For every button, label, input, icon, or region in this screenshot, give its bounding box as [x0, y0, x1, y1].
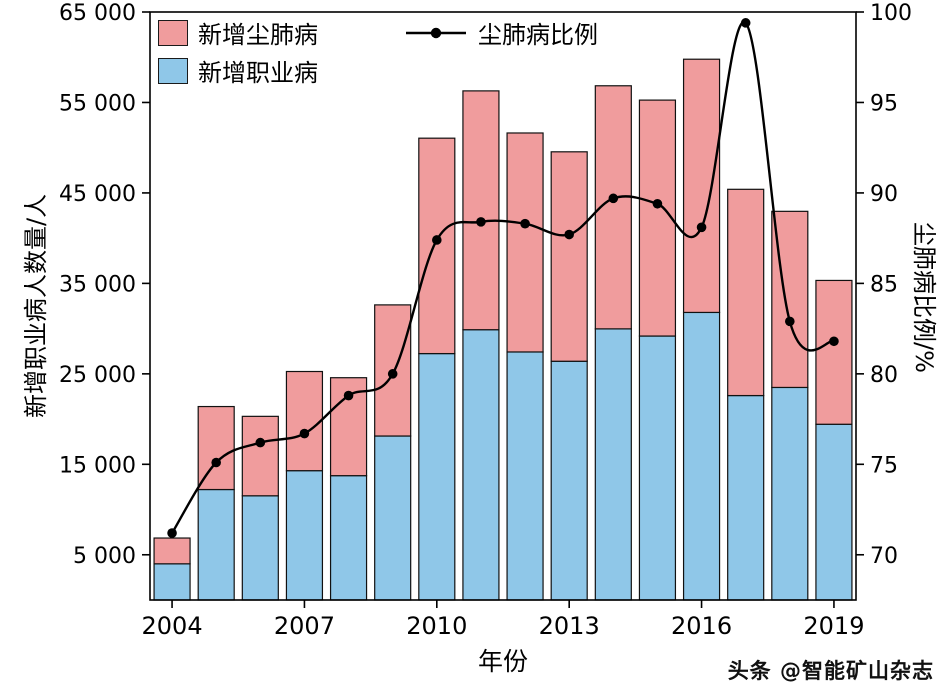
bar-segment-occupational	[462, 329, 500, 601]
line-point	[829, 336, 839, 347]
bar-segment-occupational	[285, 470, 324, 601]
bar-segment-occupational	[727, 394, 765, 601]
bar-segment-pneumoconiosis	[638, 99, 677, 337]
bar-segment-occupational	[329, 475, 368, 601]
left-tick-label: 35 000	[59, 272, 136, 297]
bar-segment-occupational	[241, 495, 279, 601]
plot-frame	[149, 11, 857, 601]
legend-label: 新增尘肺病	[198, 21, 318, 49]
right-tick-label: 70	[870, 544, 898, 569]
left-tick-label: 15 000	[59, 453, 136, 478]
line-point	[520, 218, 530, 229]
bar-segment-pneumoconiosis	[506, 132, 544, 353]
line-point	[432, 235, 442, 245]
line-point	[343, 390, 354, 401]
legend-item-pneumoconiosis: 新增尘肺病	[158, 15, 318, 50]
left-axis-title: 新增职业病人数量/人	[22, 193, 50, 418]
line-point	[299, 428, 310, 439]
line-point	[564, 229, 574, 240]
bar-segment-occupational	[153, 563, 191, 601]
right-tick-label: 80	[870, 363, 898, 388]
legend-item-ratio-line: 尘肺病比例	[404, 15, 598, 50]
bar-segment-pneumoconiosis	[727, 188, 765, 397]
left-tick-label: 55 000	[59, 91, 136, 116]
x-tick-label: 2004	[142, 612, 203, 640]
bar-segment-pneumoconiosis	[285, 370, 324, 472]
bar-segment-occupational	[550, 360, 588, 601]
line-point	[785, 316, 795, 327]
bar-segment-occupational	[197, 488, 235, 601]
line-point	[387, 369, 398, 379]
x-tick-label: 2010	[406, 612, 467, 640]
right-tick-label: 90	[870, 182, 898, 207]
bar-segment-pneumoconiosis	[550, 151, 588, 362]
left-tick-label: 65 000	[59, 1, 136, 26]
right-tick-label: 85	[870, 272, 898, 297]
left-tick-label: 45 000	[59, 182, 136, 207]
bar-segment-pneumoconiosis	[241, 415, 279, 497]
line-point	[652, 198, 663, 209]
bar-segment-occupational	[771, 386, 809, 601]
bar-segment-occupational	[418, 352, 456, 601]
watermark: 头条 @智能矿山杂志	[727, 659, 934, 683]
left-tick-label: 25 000	[59, 363, 136, 388]
x-axis-title: 年份	[477, 647, 528, 676]
left-tick-label: 5 000	[73, 544, 136, 569]
line-marker-icon	[406, 27, 466, 38]
x-tick-label: 2013	[539, 612, 600, 640]
bar-segment-occupational	[594, 328, 632, 601]
bar-segment-occupational	[815, 423, 853, 601]
legend-label: 尘肺病比例	[478, 21, 598, 49]
right-tick-label: 75	[870, 453, 898, 478]
blue-swatch-icon	[158, 57, 188, 84]
line-point	[608, 193, 619, 204]
x-tick-label: 2019	[803, 612, 864, 640]
right-axis-title: 尘肺病比例/%	[910, 222, 938, 373]
line-point	[476, 217, 486, 227]
legend-item-occupational: 新增职业病	[158, 53, 318, 88]
right-tick-label: 95	[870, 91, 898, 116]
line-point	[211, 457, 221, 468]
bar-segment-pneumoconiosis	[153, 537, 191, 565]
bar-segment-pneumoconiosis	[815, 279, 853, 425]
pink-swatch-icon	[158, 19, 188, 46]
x-tick-label: 2007	[274, 612, 335, 640]
line-point	[167, 528, 177, 538]
ratio-line	[171, 21, 835, 534]
line-point	[740, 18, 751, 28]
bar-segment-occupational	[682, 311, 721, 601]
bar-segment-pneumoconiosis	[418, 137, 456, 355]
right-tick-label: 100	[870, 1, 912, 26]
line-point	[696, 222, 707, 233]
bar-segment-occupational	[374, 435, 412, 601]
bar-segment-pneumoconiosis	[197, 405, 235, 491]
bars-group	[153, 58, 853, 601]
bar-segment-occupational	[638, 335, 677, 601]
line-point	[255, 437, 266, 448]
bar-segment-pneumoconiosis	[462, 90, 500, 331]
bar-segment-pneumoconiosis	[682, 58, 721, 314]
x-tick-label: 2016	[671, 612, 732, 640]
bar-segment-occupational	[506, 351, 544, 601]
legend-label: 新增职业病	[198, 59, 318, 87]
